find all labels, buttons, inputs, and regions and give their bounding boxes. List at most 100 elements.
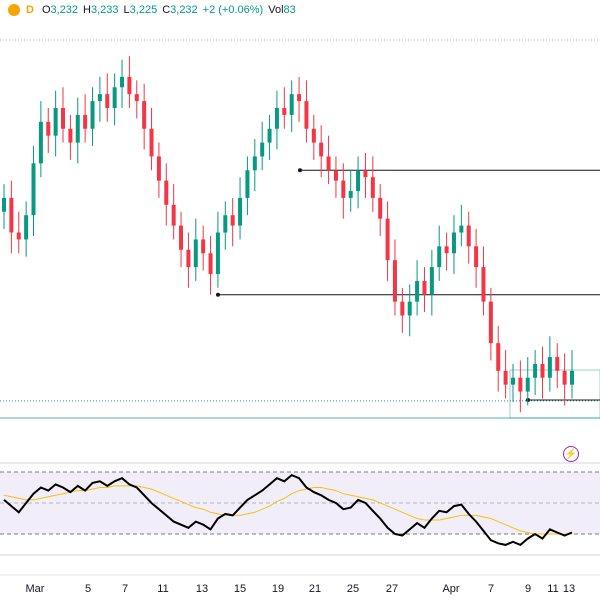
- candle-body: [201, 239, 206, 254]
- x-tick-label: Mar: [26, 583, 45, 595]
- candle-body: [238, 197, 243, 226]
- x-tick-label: 15: [234, 583, 246, 595]
- candle-body: [547, 357, 552, 378]
- range-box: [509, 369, 600, 419]
- candle-body: [533, 363, 538, 378]
- candle-body: [193, 239, 198, 268]
- candle-body: [164, 180, 169, 205]
- candle-body: [370, 177, 375, 198]
- x-tick-label: 11: [157, 583, 168, 595]
- candle-body: [24, 215, 29, 240]
- candle-body: [16, 232, 21, 240]
- candle-body: [90, 101, 95, 129]
- candle-body: [297, 94, 302, 102]
- candle-body: [481, 267, 486, 302]
- candle-body: [304, 101, 309, 129]
- candle-body: [245, 170, 250, 198]
- candle-body: [53, 108, 58, 136]
- candle-body: [260, 142, 265, 157]
- high-readout: H3,233: [83, 4, 119, 16]
- resistance-level-marker: [298, 168, 302, 173]
- x-tick-label: 11: [547, 583, 558, 595]
- candle-body: [503, 370, 508, 385]
- candle-body: [2, 197, 6, 212]
- candle-body: [429, 267, 434, 295]
- close-readout: C3,232: [162, 4, 198, 16]
- candle-body: [392, 260, 397, 302]
- candle-body: [267, 128, 272, 143]
- candle-body: [474, 246, 479, 268]
- candle-body: [451, 232, 456, 254]
- candle-body: [400, 301, 405, 316]
- x-tick-label: 9: [525, 583, 531, 595]
- candle-body: [282, 108, 287, 115]
- candle-body: [68, 128, 73, 143]
- candle-body: [444, 246, 449, 254]
- low-readout: L3,225: [123, 4, 158, 16]
- symbol-dot-icon: [8, 4, 20, 16]
- x-tick-label: 13: [563, 583, 575, 595]
- candle-body: [105, 94, 110, 108]
- candle-body: [496, 343, 501, 371]
- candle-body: [466, 225, 471, 247]
- candle-body: [223, 215, 228, 233]
- candle-body: [289, 94, 294, 115]
- candle-body: [333, 170, 338, 181]
- candle-body: [142, 101, 147, 129]
- support-level-marker: [216, 292, 220, 297]
- x-tick-label: Apr: [442, 583, 459, 595]
- candle-body: [348, 191, 353, 198]
- candle-body: [149, 128, 154, 157]
- ohlc-header: D O3,232 H3,233 L3,225 C3,232 +2 (+0.06%…: [0, 0, 301, 20]
- candle-body: [127, 76, 132, 95]
- timeframe-badge: D: [26, 4, 34, 16]
- volume-readout: Vol83: [268, 4, 296, 16]
- candle-body: [83, 114, 88, 129]
- candle-body: [31, 163, 36, 216]
- candle-body: [171, 204, 176, 226]
- candle-body: [510, 377, 515, 385]
- candle-body: [437, 246, 442, 268]
- candle-body: [311, 128, 316, 143]
- candle-body: [46, 121, 51, 136]
- candle-body: [555, 357, 560, 371]
- candle-body: [356, 170, 361, 191]
- x-tick-label: 27: [386, 583, 398, 595]
- candle-body: [215, 232, 220, 274]
- candle-body: [9, 197, 14, 233]
- candle-body: [459, 225, 464, 233]
- candle-body: [61, 108, 66, 129]
- candle-body: [562, 370, 567, 385]
- x-tick-label: 19: [272, 583, 284, 595]
- candle-body: [422, 280, 427, 295]
- candle-body: [156, 156, 161, 181]
- x-tick-label: 7: [122, 583, 128, 595]
- candle-body: [319, 142, 324, 157]
- rsi-band: [0, 472, 600, 534]
- candle-body: [407, 301, 412, 316]
- candle-body: [252, 156, 257, 171]
- candle-body: [134, 94, 139, 102]
- candle-body: [570, 370, 574, 385]
- candle-body: [97, 94, 102, 102]
- candle-body: [186, 249, 191, 268]
- rsi-line: [3, 473, 573, 547]
- lightning-icon[interactable]: ⚡: [563, 446, 579, 462]
- x-tick-label: 7: [488, 583, 494, 595]
- candle-body: [378, 197, 383, 219]
- candle-body: [488, 301, 493, 344]
- x-tick-label: 21: [309, 583, 321, 595]
- candle-body: [341, 180, 346, 198]
- candle-body: [179, 225, 184, 250]
- x-tick-label: 25: [347, 583, 359, 595]
- open-readout: O3,232: [41, 4, 79, 16]
- candle-body: [75, 114, 80, 143]
- candle-body: [415, 280, 420, 302]
- candle-body: [274, 108, 279, 129]
- candle-body: [208, 253, 213, 274]
- candle-body: [363, 170, 368, 178]
- candle-body: [112, 87, 117, 108]
- candle-body: [540, 363, 545, 378]
- candle-body: [525, 377, 530, 392]
